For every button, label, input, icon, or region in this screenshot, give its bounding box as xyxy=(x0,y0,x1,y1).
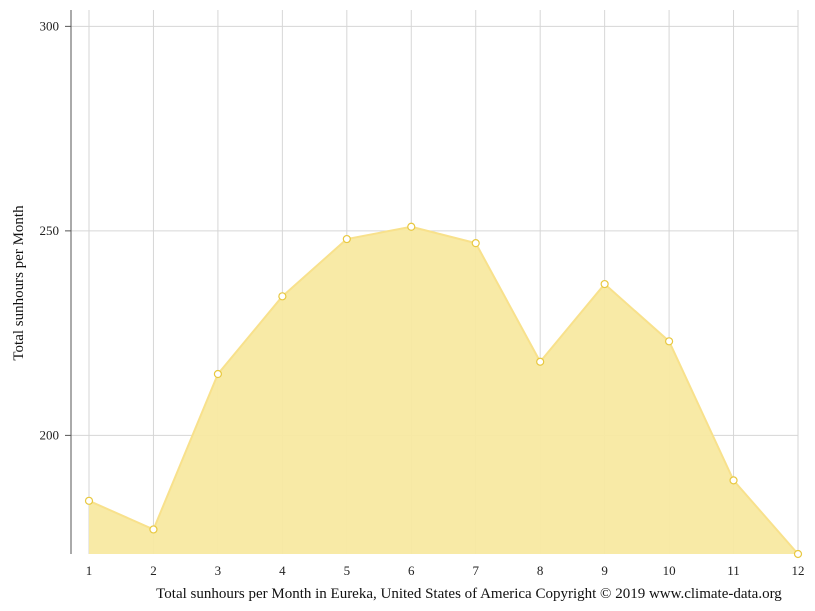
x-tick-label: 11 xyxy=(727,563,740,578)
x-tick-label: 6 xyxy=(408,563,415,578)
x-tick-label: 10 xyxy=(663,563,676,578)
data-point xyxy=(84,496,94,505)
x-tick-label: 3 xyxy=(215,563,222,578)
data-point xyxy=(342,234,351,244)
data-point xyxy=(149,525,158,534)
x-tick-label: 12 xyxy=(792,563,805,578)
data-area xyxy=(88,225,799,555)
data-point xyxy=(664,337,674,346)
data-point xyxy=(278,292,287,301)
data-point xyxy=(600,279,609,289)
x-tick-label: 7 xyxy=(472,563,479,578)
x-tick-label: 4 xyxy=(279,563,286,578)
y-tick-label: 250 xyxy=(40,223,60,238)
series-line xyxy=(88,225,799,555)
series-area-fill xyxy=(89,226,798,554)
x-axis-title: Total sunhours per Month in Eureka, Unit… xyxy=(156,586,782,602)
axes xyxy=(65,10,72,554)
data-point xyxy=(213,369,223,379)
data-point xyxy=(793,549,803,559)
data-markers xyxy=(84,222,803,559)
data-point xyxy=(471,239,480,248)
x-tick-label: 9 xyxy=(601,563,608,578)
y-axis-title: Total sunhours per Month xyxy=(11,205,27,361)
x-tick-label: 8 xyxy=(537,563,544,578)
data-point xyxy=(407,222,416,231)
y-tick-label: 200 xyxy=(40,427,60,442)
x-tick-label: 5 xyxy=(344,563,351,578)
x-tick-label: 1 xyxy=(86,563,93,578)
x-tick-label: 2 xyxy=(150,563,157,578)
data-point xyxy=(536,357,545,366)
y-tick-label: 300 xyxy=(40,18,60,33)
data-point xyxy=(729,476,738,485)
